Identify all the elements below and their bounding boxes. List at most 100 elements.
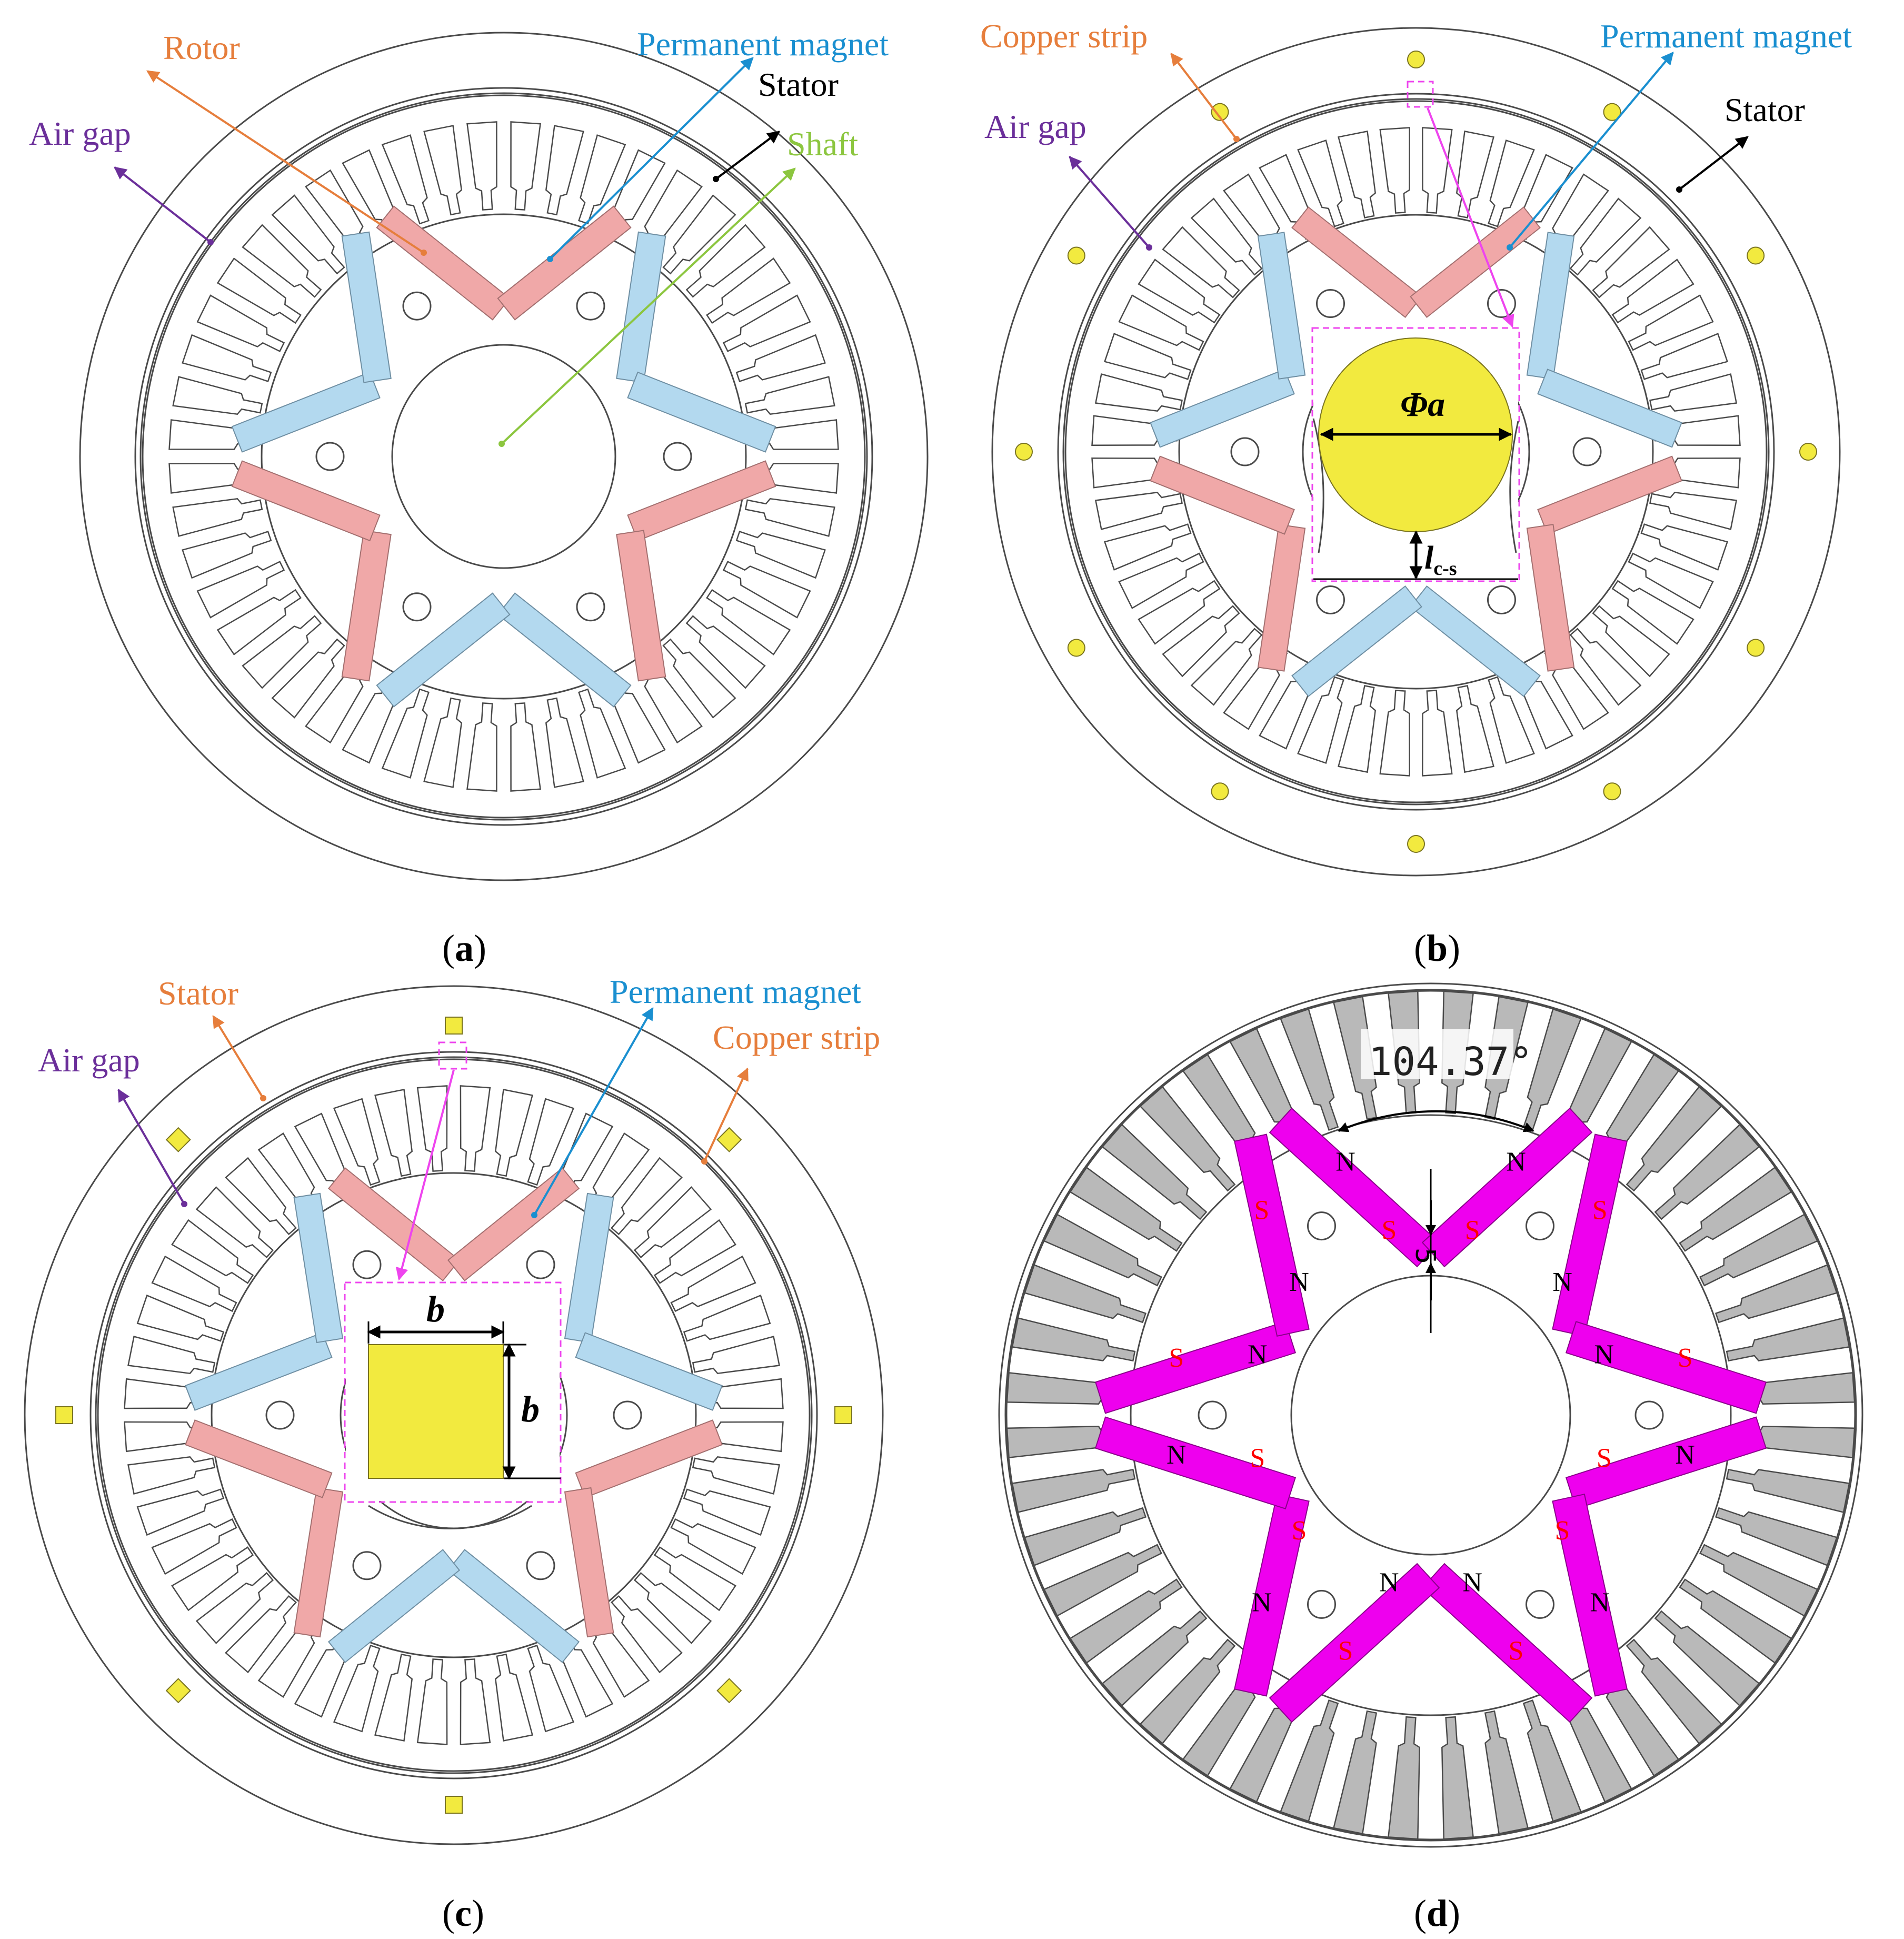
copper-strip [1067, 639, 1085, 657]
stator-slot [333, 1098, 381, 1186]
permanent-magnet [447, 1549, 580, 1663]
stator-slot [1654, 1123, 1760, 1220]
permanent-magnet [1565, 1416, 1767, 1509]
stator-slot [1679, 1166, 1792, 1252]
stator-slot [1011, 1317, 1136, 1362]
copper-strip [165, 1127, 191, 1152]
pole-label: N [1590, 1587, 1610, 1617]
housing-outline [79, 32, 929, 881]
clearance-label: lc-s [1424, 540, 1457, 580]
permanent-magnet [231, 371, 381, 453]
copper-strip [834, 1406, 852, 1424]
permanent-magnet-label: Permanent magnet [610, 973, 861, 1010]
permanent-magnet-leader [549, 57, 754, 260]
stator-slot [242, 615, 322, 689]
stator-slot [1118, 552, 1204, 609]
permanent-magnet [376, 205, 511, 321]
copper-strips [55, 1017, 852, 1814]
stator-slot [416, 1658, 448, 1745]
stator-label: Stator [158, 975, 238, 1012]
angle-arc [1338, 1110, 1534, 1132]
permanent-magnets [231, 205, 776, 708]
permanent-magnet [1234, 1494, 1310, 1697]
copper-strip [1407, 51, 1425, 68]
stator-slot [171, 1219, 254, 1284]
permanent-magnet [1565, 1321, 1767, 1414]
stator-slot [706, 257, 791, 324]
stator-slot [1332, 1710, 1378, 1835]
copper-strip [165, 1678, 191, 1704]
stator-slot [633, 1186, 712, 1258]
stator-slot [136, 1294, 225, 1342]
permanent-magnet-leader-dot [1507, 244, 1513, 251]
stator-slot [578, 134, 626, 225]
stator-outline [134, 87, 873, 826]
rotor-hole [1572, 437, 1602, 466]
caption-b-letter: b [1427, 927, 1448, 969]
stator-label: Stator [758, 66, 839, 103]
stator-slot [1569, 197, 1642, 276]
stator-slots [1006, 990, 1856, 1840]
stator-slot [1654, 1610, 1760, 1707]
stator-slot [182, 334, 272, 382]
stator-slot [1138, 258, 1221, 324]
stator-slot [460, 1658, 491, 1745]
housing-outline [991, 27, 1841, 877]
stator-slot [466, 702, 497, 792]
stator-slot [685, 615, 766, 689]
stator-slot [1592, 605, 1670, 678]
shaft [391, 344, 616, 569]
stator-slot [1679, 1578, 1792, 1664]
stator-slot [692, 1456, 780, 1495]
permanent-magnet-leader-dot [547, 256, 553, 262]
pole-label: S [1292, 1516, 1307, 1546]
stator-slot [1190, 197, 1263, 276]
panel-c: b b Stator Permanent magnet Copper strip… [24, 973, 884, 1934]
copper-strip [1067, 246, 1085, 265]
pole-label: N [1289, 1267, 1309, 1297]
rotor-outline [261, 213, 747, 700]
stator-slot [722, 561, 811, 619]
stator-slot [1649, 491, 1738, 530]
stator-slot [216, 589, 302, 655]
copper-strip-label: Copper strip [713, 1019, 880, 1056]
stator-slot [692, 1336, 780, 1375]
permanent-magnet [1291, 585, 1422, 698]
stator-slot [744, 498, 835, 537]
height-label: b [521, 1389, 540, 1430]
permanent-magnet [1552, 1133, 1628, 1337]
stator-slot [460, 1085, 491, 1172]
pole-label: S [1678, 1343, 1693, 1373]
caption-c: (c) [442, 1892, 484, 1934]
stator-slot [271, 638, 345, 719]
copper-strip [1747, 639, 1765, 657]
stator-bore [139, 92, 868, 821]
permanent-magnet [1410, 585, 1541, 698]
stator-slot [172, 498, 263, 537]
stator-slot [225, 1157, 297, 1236]
copper-strip [445, 1796, 463, 1814]
permanent-magnets [1150, 206, 1682, 698]
stator-slot [1332, 996, 1378, 1120]
stator-outline [89, 1051, 818, 1779]
stator-slot [611, 1157, 683, 1236]
rotor-hole [1316, 289, 1345, 319]
stator-slot [381, 688, 430, 779]
pole-label: N [1379, 1567, 1399, 1597]
clearance-symbol: l [1424, 540, 1434, 576]
rotor-hole [1198, 1400, 1227, 1430]
stator-slot [1628, 552, 1714, 609]
stator-slot [1699, 1214, 1819, 1287]
stator-slot [1649, 373, 1738, 412]
copper-strip-leader [1170, 53, 1238, 140]
stator-slot [127, 1456, 216, 1495]
stator-slot [1715, 1264, 1838, 1324]
housing-outline [24, 985, 884, 1845]
stator-leader [715, 131, 780, 180]
copper-strips [1015, 51, 1817, 853]
stator-slot [1640, 333, 1729, 380]
rotor-hole [1307, 1211, 1336, 1241]
stator-slot [216, 257, 302, 324]
motor-cross-section [79, 32, 929, 881]
